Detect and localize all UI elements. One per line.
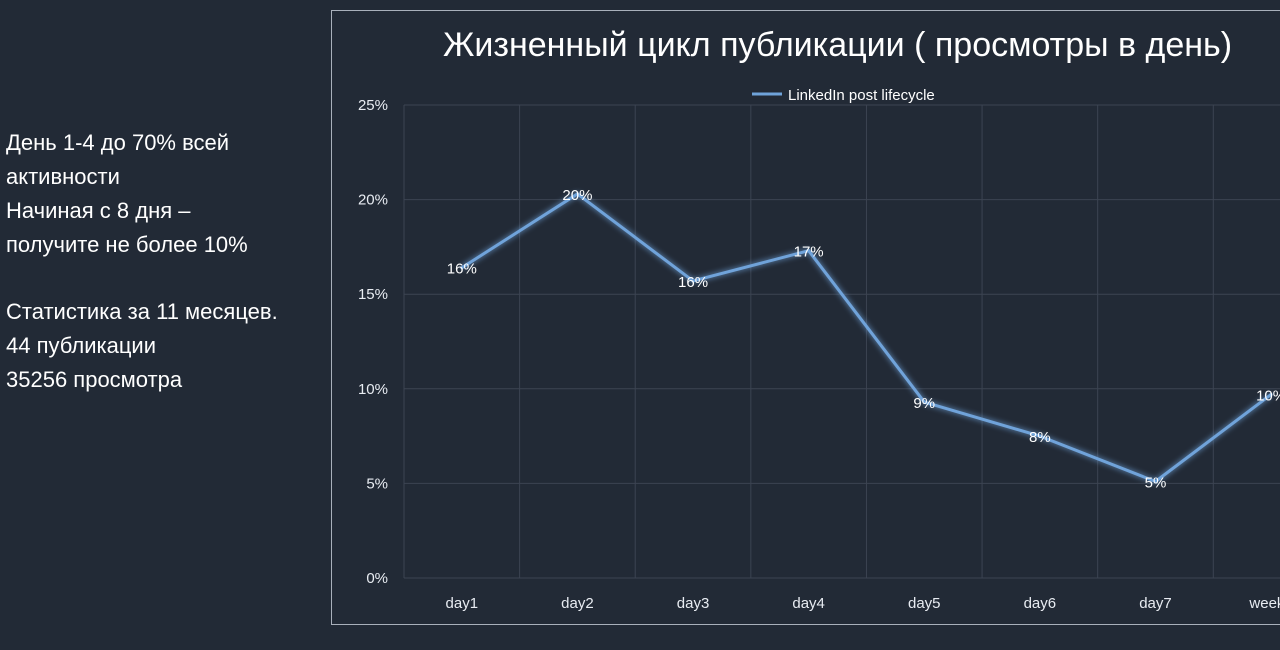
legend-label: LinkedIn post lifecycle (788, 87, 935, 104)
note-activity-word: активности (6, 164, 120, 189)
data-point (1038, 434, 1042, 438)
data-point (807, 249, 811, 253)
x-tick-label: day7 (1139, 595, 1172, 612)
side-notes: День 1-4 до 70% всей активности Начиная … (6, 126, 328, 397)
note-view-count: 35256 просмотра (6, 367, 183, 392)
x-tick-label: day3 (677, 595, 710, 612)
data-label: 20% (562, 187, 592, 204)
data-point (575, 192, 579, 196)
note-post-count: 44 публикации (6, 333, 157, 358)
data-point (1269, 392, 1273, 396)
y-tick-label: 20% (358, 192, 388, 209)
x-tick-label: day4 (792, 595, 825, 612)
chart-frame (331, 10, 1280, 625)
x-tick-label: week2 (1248, 595, 1280, 612)
note-max-10: получите не более 10% (6, 232, 248, 257)
x-tick-label: day6 (1024, 595, 1057, 612)
data-point (922, 400, 926, 404)
y-tick-label: 5% (366, 475, 388, 492)
x-tick-label: day2 (561, 595, 594, 612)
x-tick-label: day1 (446, 595, 479, 612)
data-label: 9% (913, 395, 935, 412)
y-tick-label: 0% (366, 570, 388, 587)
y-tick-label: 15% (358, 286, 388, 303)
y-tick-label: 25% (358, 97, 388, 114)
chart-title: Жизненный цикл публикации ( просмотры в … (443, 26, 1233, 64)
data-label: 8% (1029, 429, 1051, 446)
data-label: 5% (1145, 475, 1167, 492)
note-day8: Начиная с 8 дня – (6, 198, 191, 223)
data-point (1153, 480, 1157, 484)
data-label: 16% (447, 261, 477, 278)
data-label: 16% (678, 274, 708, 291)
series-line (460, 192, 1272, 484)
data-label: 10% (1256, 387, 1280, 404)
note-stats-period: Статистика за 11 месяцев. (6, 299, 278, 324)
y-tick-label: 10% (358, 381, 388, 398)
data-point (460, 266, 464, 270)
data-point (691, 279, 695, 283)
data-label: 17% (794, 244, 824, 261)
note-activity-share: День 1-4 до 70% всей (6, 130, 230, 155)
x-tick-label: day5 (908, 595, 941, 612)
